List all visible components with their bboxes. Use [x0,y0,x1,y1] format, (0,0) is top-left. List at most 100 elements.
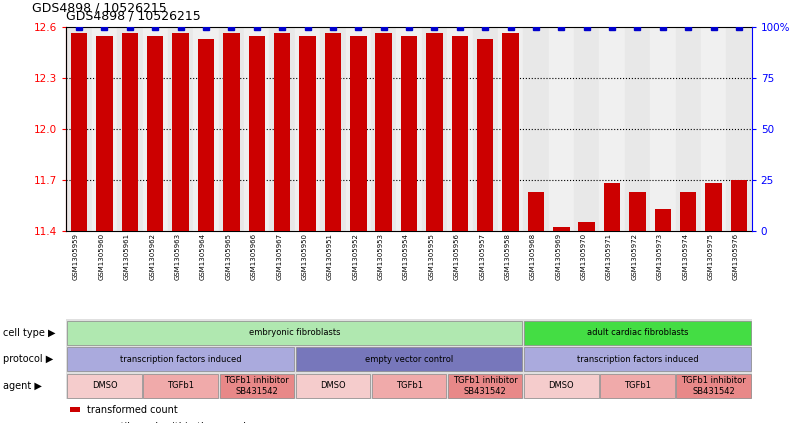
Bar [472,27,498,231]
Text: TGFb1: TGFb1 [167,382,194,390]
Bar [67,374,142,398]
Bar [223,33,240,231]
Bar [66,27,92,231]
Bar [422,27,447,231]
Text: GSM1305962: GSM1305962 [149,233,156,280]
Bar [600,374,675,398]
Bar [448,374,522,398]
Text: GSM1305952: GSM1305952 [352,233,358,280]
Bar [198,39,215,231]
Text: GSM1305960: GSM1305960 [99,233,104,280]
Bar [548,27,574,231]
Text: GSM1305965: GSM1305965 [225,233,232,280]
Bar [676,374,751,398]
Bar [66,319,752,399]
Bar [625,27,650,231]
Bar [70,407,80,412]
Bar [274,33,291,231]
Text: GSM1305957: GSM1305957 [480,233,485,280]
Bar [270,27,295,231]
Bar [350,36,367,231]
Bar [524,321,751,345]
Text: GSM1305973: GSM1305973 [657,233,663,280]
Text: GSM1305956: GSM1305956 [454,233,460,280]
Text: GSM1305971: GSM1305971 [606,233,612,280]
Bar [346,27,371,231]
Bar [147,36,164,231]
Bar [731,180,748,231]
Text: GSM1305966: GSM1305966 [251,233,257,280]
Bar [524,347,751,371]
Bar [396,27,422,231]
Text: GSM1305950: GSM1305950 [301,233,308,280]
Text: GSM1305953: GSM1305953 [377,233,384,280]
Text: TGFb1 inhibitor
SB431542: TGFb1 inhibitor SB431542 [681,376,746,396]
Bar [701,27,727,231]
Bar [220,374,294,398]
Bar [650,27,676,231]
Bar [371,27,396,231]
Text: GDS4898 / 10526215: GDS4898 / 10526215 [32,2,167,15]
Bar [70,33,87,231]
Text: GSM1305974: GSM1305974 [682,233,688,280]
Text: GSM1305958: GSM1305958 [505,233,510,280]
Text: TGFb1 inhibitor
SB431542: TGFb1 inhibitor SB431542 [453,376,518,396]
Text: empty vector control: empty vector control [365,355,453,364]
Bar [451,36,468,231]
Bar [92,27,117,231]
Text: GSM1305967: GSM1305967 [276,233,282,280]
Bar [654,209,671,231]
Bar [524,374,599,398]
Bar [502,33,519,231]
Bar [143,374,218,398]
Bar [296,347,522,371]
Bar [498,27,523,231]
Text: GSM1305954: GSM1305954 [403,233,409,280]
Bar [67,321,522,345]
Text: TGFb1 inhibitor
SB431542: TGFb1 inhibitor SB431542 [224,376,289,396]
Bar [173,33,189,231]
Bar [372,374,446,398]
Bar [143,27,168,231]
Bar [574,27,599,231]
Bar [527,192,544,231]
Bar [523,27,548,231]
Bar [401,36,417,231]
Bar [244,27,270,231]
Bar [96,36,113,231]
Text: transcription factors induced: transcription factors induced [120,355,241,364]
Bar [194,27,219,231]
Bar [477,39,493,231]
Text: GSM1305975: GSM1305975 [708,233,714,280]
Bar [447,27,472,231]
Text: DMSO: DMSO [320,382,346,390]
Bar [599,27,625,231]
Bar [578,222,595,231]
Text: DMSO: DMSO [548,382,574,390]
Bar [553,227,569,231]
Bar [122,33,139,231]
Text: TGFb1: TGFb1 [624,382,651,390]
Text: GSM1305968: GSM1305968 [530,233,536,280]
Bar [706,183,722,231]
Text: transformed count: transformed count [87,405,177,415]
Text: GSM1305972: GSM1305972 [632,233,637,280]
Bar [296,374,370,398]
Text: cell type ▶: cell type ▶ [3,328,56,338]
Bar [67,347,294,371]
Bar [629,192,646,231]
Text: GSM1305951: GSM1305951 [327,233,333,280]
Bar [320,27,346,231]
Text: GSM1305976: GSM1305976 [733,233,739,280]
Bar [295,27,320,231]
Bar [676,27,701,231]
Bar [325,33,341,231]
Text: GSM1305970: GSM1305970 [581,233,586,280]
Text: percentile rank within the sample: percentile rank within the sample [87,422,252,423]
Bar [375,33,392,231]
Bar [680,192,697,231]
Text: GSM1305963: GSM1305963 [175,233,181,280]
Text: embryonic fibroblasts: embryonic fibroblasts [249,328,340,337]
Bar [426,33,443,231]
Bar [168,27,194,231]
